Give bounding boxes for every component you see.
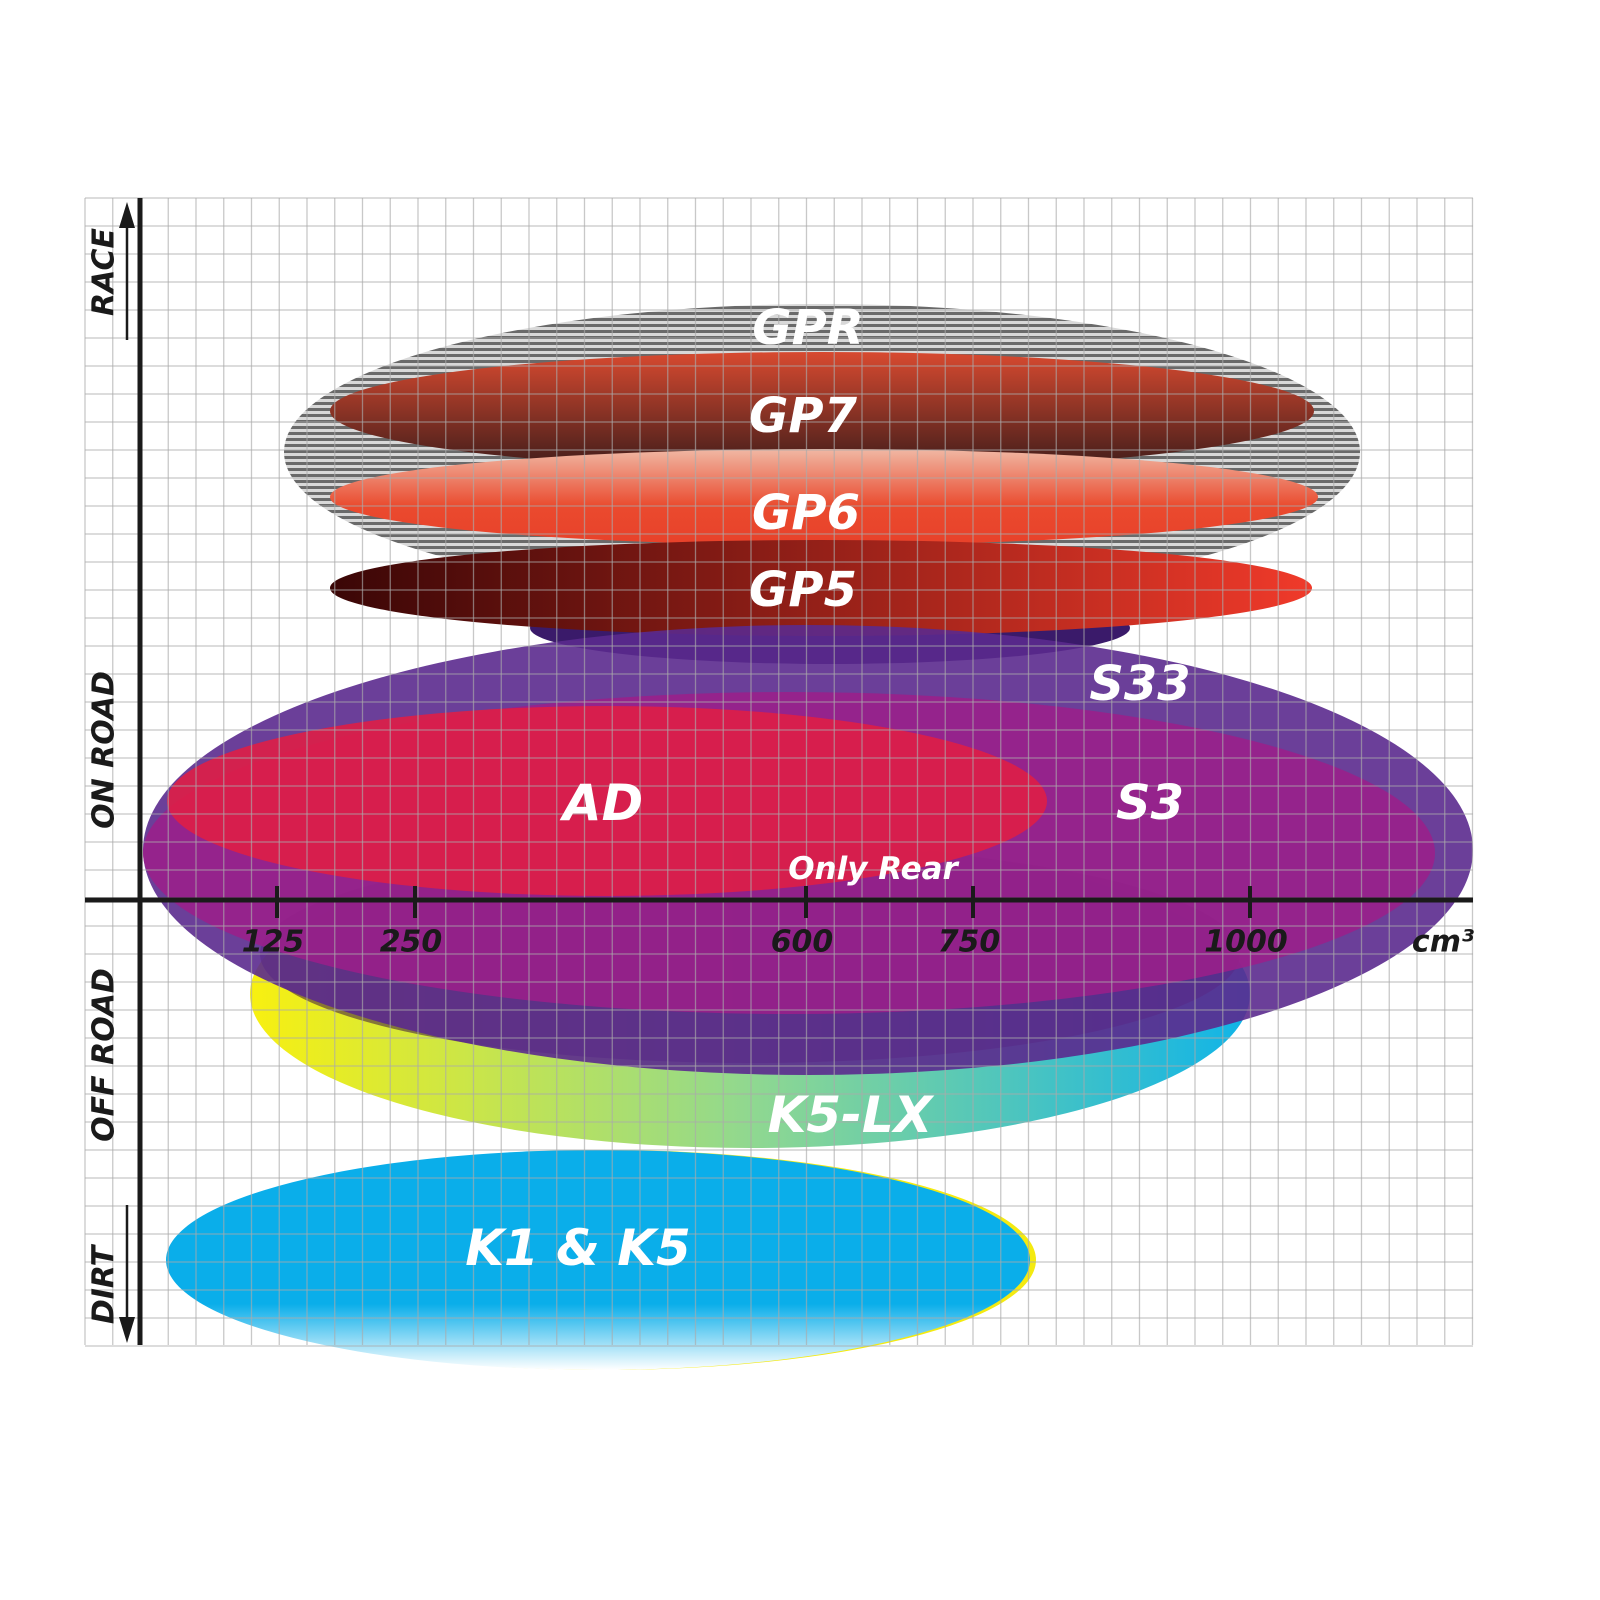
region-k1-k5	[166, 1150, 1030, 1370]
y-label-dirt: DIRT	[87, 1243, 122, 1324]
region-ad	[167, 706, 1047, 896]
unit-label: cm³	[1412, 925, 1474, 960]
tick-label: 125	[242, 925, 305, 960]
tick-label: 600	[771, 925, 834, 960]
y-label-on-road: ON ROAD	[87, 671, 122, 829]
arrow-up-icon	[119, 202, 135, 228]
label-s33: S33	[1089, 656, 1190, 712]
region-gp7	[330, 352, 1314, 470]
label-gp6: GP6	[752, 485, 860, 541]
label-s3: S3	[1116, 775, 1184, 831]
label-k1-k5: K1 & K5	[465, 1219, 691, 1277]
y-label-off-road: OFF ROAD	[87, 968, 122, 1142]
tick-label: 250	[380, 925, 443, 960]
label-k5-lx: K5-LX	[768, 1086, 935, 1144]
only-rear-annotation: Only Rear	[788, 851, 959, 887]
region-gp6	[330, 449, 1318, 545]
region-gp5	[330, 540, 1312, 636]
tick-label: 750	[938, 925, 1001, 960]
label-gp5: GP5	[749, 562, 857, 618]
label-ad: AD	[559, 774, 643, 832]
label-gpr: GPR	[752, 300, 864, 356]
y-label-race: RACE	[87, 228, 122, 316]
tick-label: 1000	[1204, 925, 1288, 960]
label-gp7: GP7	[749, 388, 858, 444]
arrow-down-icon	[119, 1317, 135, 1343]
